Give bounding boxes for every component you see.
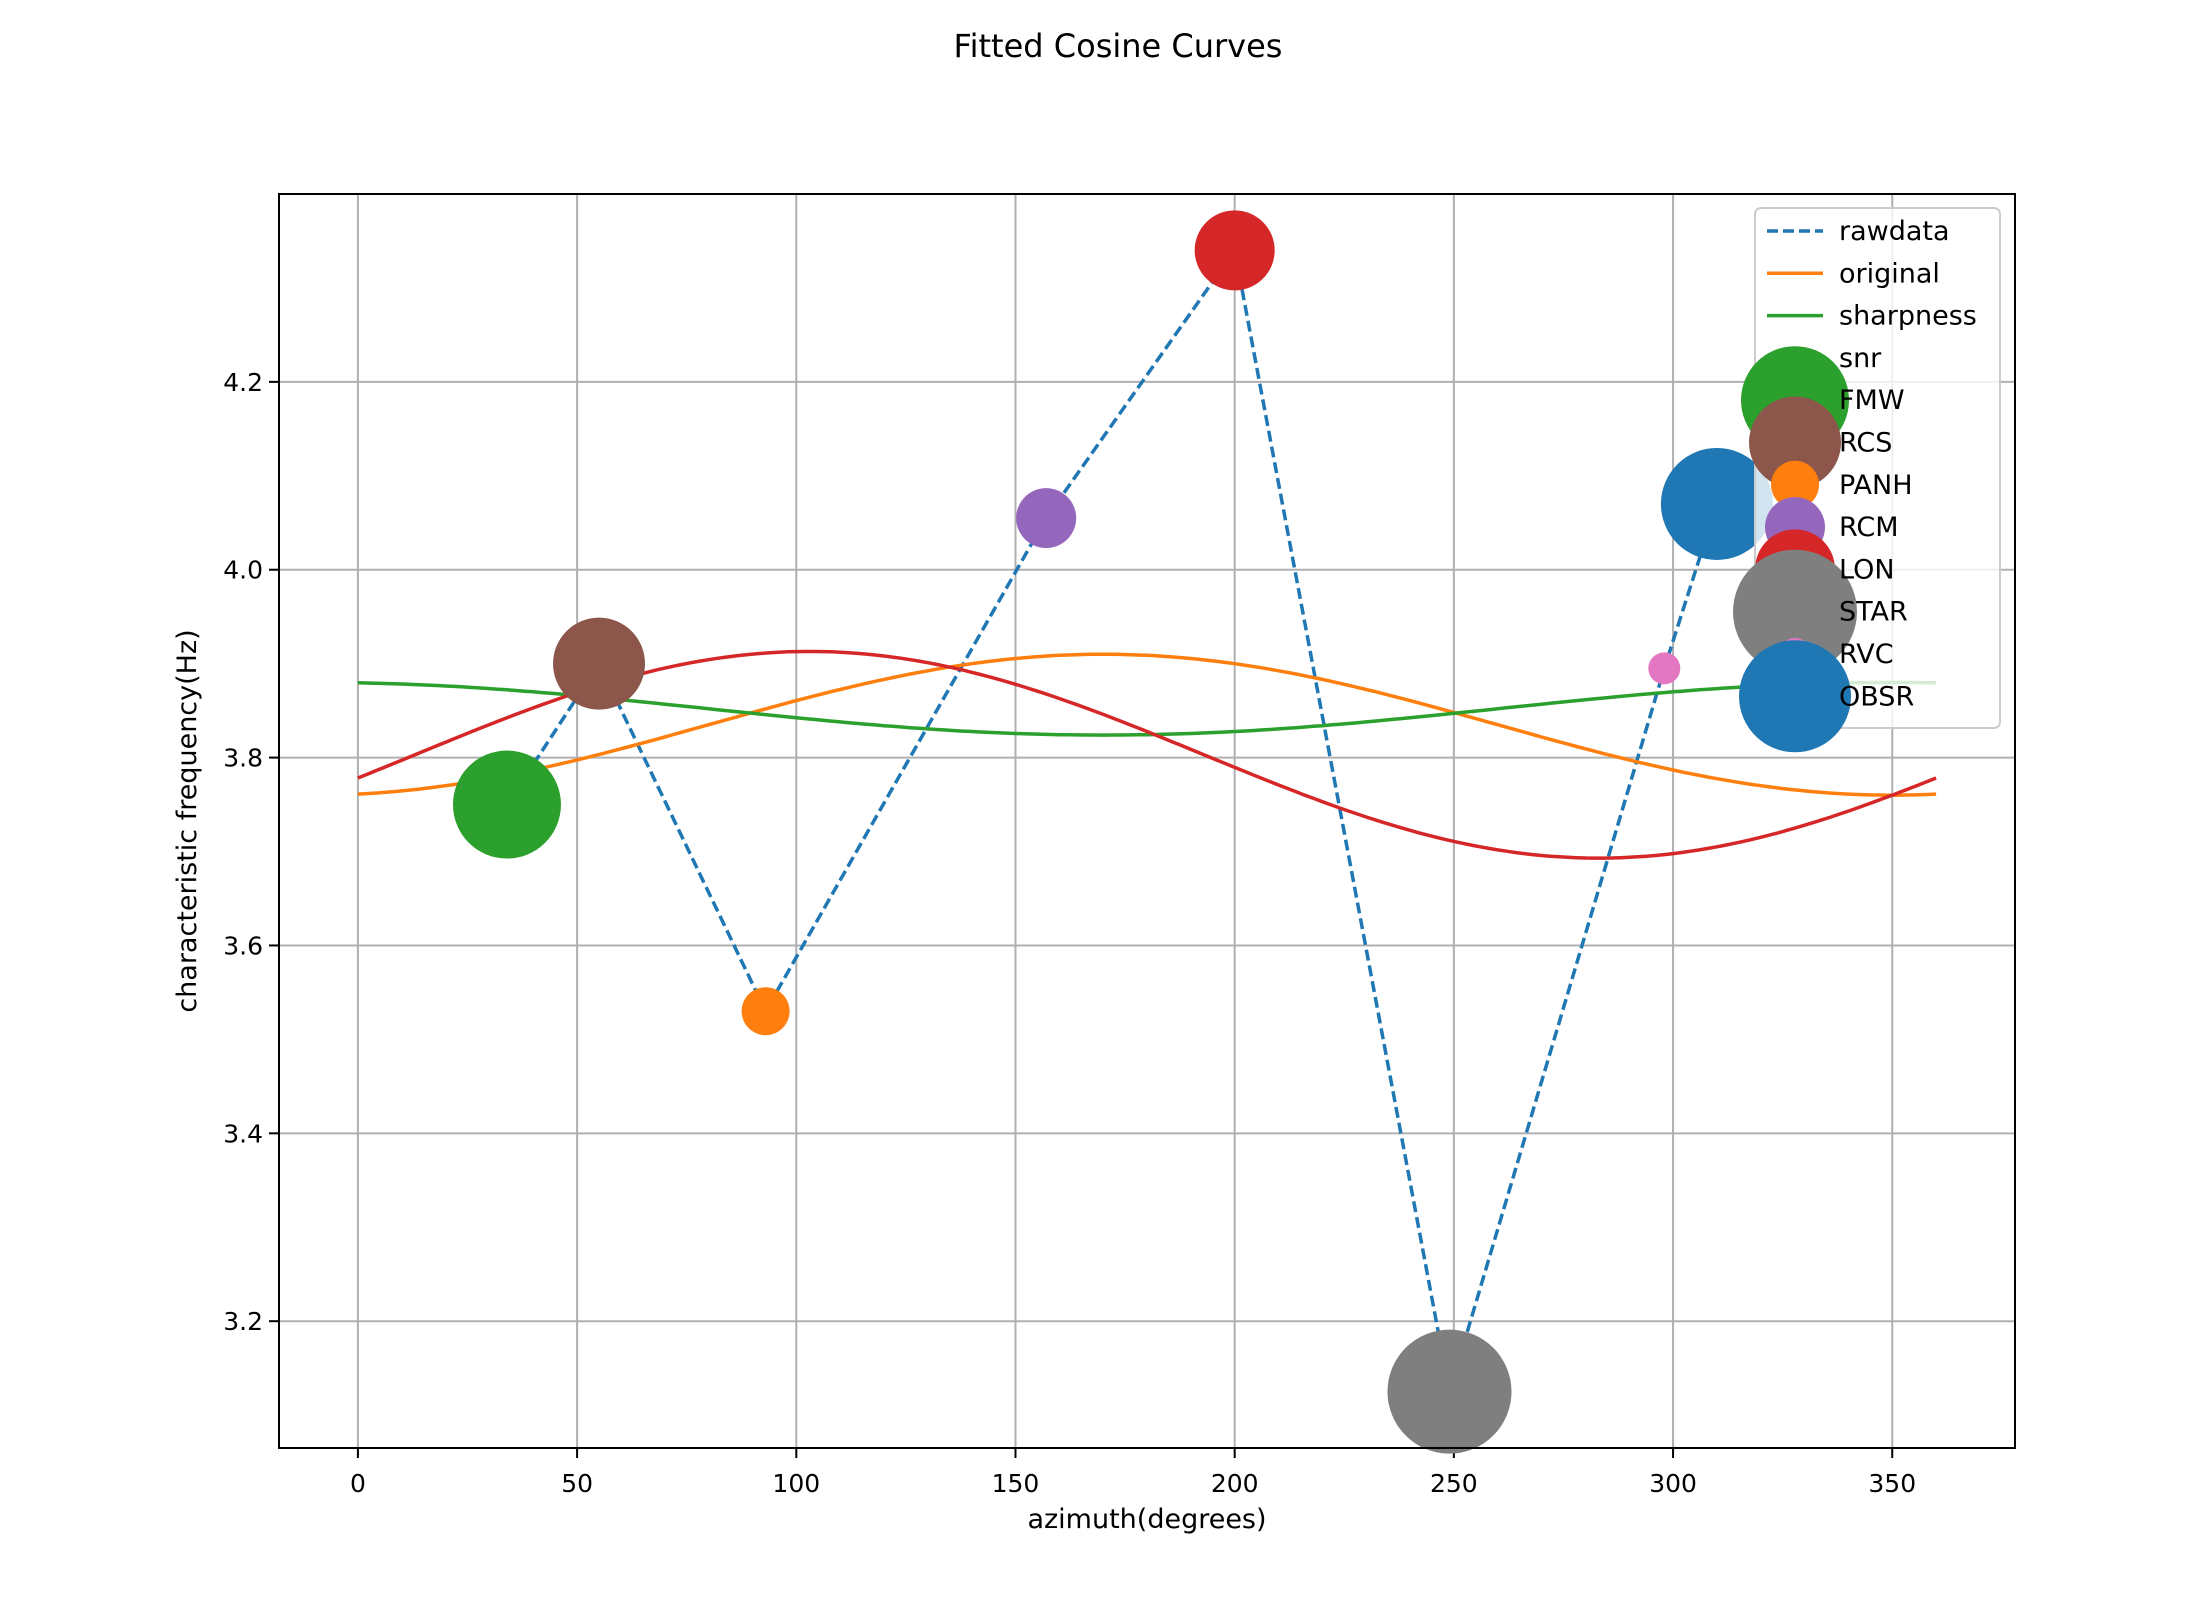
x-tick-label: 250 bbox=[1430, 1469, 1478, 1498]
y-tick-label: 3.2 bbox=[223, 1307, 263, 1336]
y-tick-label: 3.8 bbox=[223, 744, 263, 773]
legend-label-star: STAR bbox=[1839, 597, 1908, 628]
y-tick-label: 3.4 bbox=[223, 1119, 263, 1148]
legend-label-panh: PANH bbox=[1839, 470, 1913, 501]
x-tick-label: 350 bbox=[1868, 1469, 1916, 1498]
legend-swatch-panh bbox=[1771, 460, 1819, 509]
marker-panh bbox=[741, 987, 790, 1036]
legend-swatch-obsr bbox=[1739, 640, 1851, 753]
x-tick-label: 0 bbox=[350, 1469, 366, 1498]
legend-label-obsr: OBSR bbox=[1839, 681, 1914, 712]
y-axis-ticks: 3.2 3.4 3.6 3.8 4.0 4.2 bbox=[223, 368, 279, 1336]
x-tick-label: 100 bbox=[772, 1469, 820, 1498]
marker-obsr bbox=[1660, 447, 1773, 560]
station-markers bbox=[452, 210, 1773, 1454]
plot-frame bbox=[278, 193, 2016, 1449]
legend-items: rawdata original sharpness snr FMW RCS PANH RCM… bbox=[1733, 216, 1977, 753]
legend-label-lon: LON bbox=[1839, 554, 1895, 585]
y-axis-label: characteristic frequency(Hz) bbox=[172, 629, 203, 1012]
y-tick-label: 4.0 bbox=[223, 556, 263, 585]
legend-label-snr: snr bbox=[1839, 343, 1882, 374]
marker-rcs bbox=[553, 617, 646, 710]
marker-lon bbox=[1194, 210, 1275, 291]
legend-label-rcs: RCS bbox=[1839, 428, 1892, 459]
marker-rcm bbox=[1016, 488, 1077, 549]
y-tick-label: 3.6 bbox=[223, 931, 263, 960]
series-rawdata bbox=[505, 246, 1719, 1393]
chart-title: Fitted Cosine Curves bbox=[954, 27, 1283, 65]
marker-fmw bbox=[452, 750, 561, 859]
legend: rawdata original sharpness snr FMW RCS PANH RCM… bbox=[1733, 207, 2001, 753]
legend-label-rawdata: rawdata bbox=[1839, 216, 1950, 247]
y-tick-label: 4.2 bbox=[223, 368, 263, 397]
legend-label-rcm: RCM bbox=[1839, 512, 1899, 543]
legend-label-sharpness: sharpness bbox=[1839, 301, 1977, 332]
legend-label-rvc: RVC bbox=[1839, 639, 1894, 670]
legend-swatch-star bbox=[1733, 549, 1857, 674]
legend-swatch-rcs bbox=[1749, 396, 1841, 489]
x-tick-label: 200 bbox=[1211, 1469, 1259, 1498]
series-original bbox=[357, 652, 1937, 797]
x-axis-label: azimuth(degrees) bbox=[1027, 1504, 1266, 1535]
legend-label-fmw: FMW bbox=[1839, 385, 1905, 416]
marker-star bbox=[1387, 1329, 1512, 1454]
marker-rvc bbox=[1648, 652, 1681, 685]
legend-label-original: original bbox=[1839, 258, 1940, 289]
x-tick-label: 150 bbox=[992, 1469, 1040, 1498]
x-tick-label: 50 bbox=[561, 1469, 593, 1498]
x-tick-label: 300 bbox=[1649, 1469, 1697, 1498]
x-axis-ticks: 0 50 100 150 200 250 300 350 bbox=[350, 1448, 1916, 1498]
